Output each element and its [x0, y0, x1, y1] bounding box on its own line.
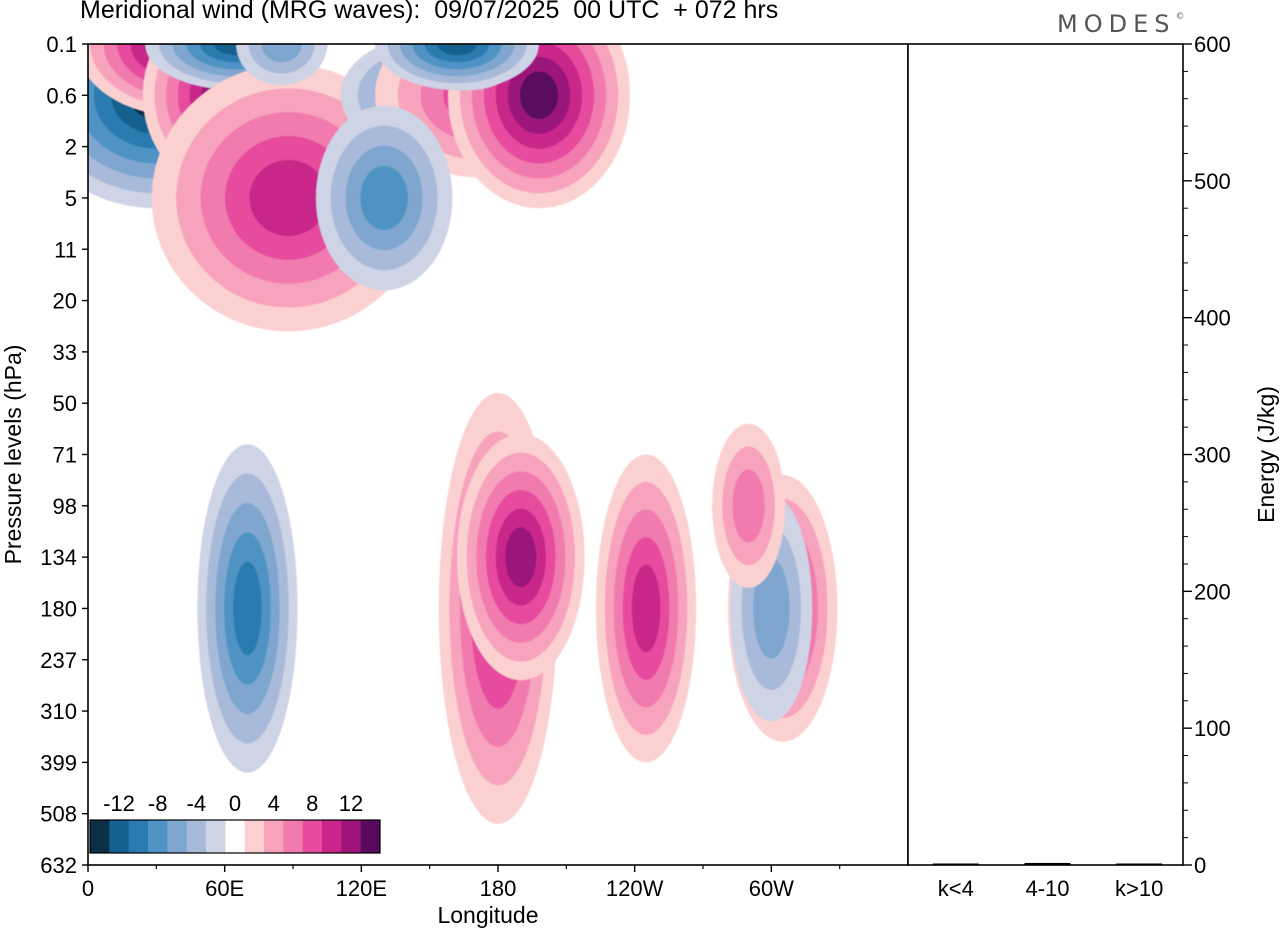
colorbar-swatch [225, 820, 246, 853]
contour-level [233, 561, 262, 656]
colorbar-swatch [206, 820, 226, 853]
wave-feature [315, 105, 453, 291]
colorbar-swatch [283, 820, 304, 853]
x-tick-label: 60W [749, 876, 794, 901]
contour-level [519, 71, 559, 120]
colorbar-label: 0 [229, 791, 241, 816]
y-tick-label: 399 [40, 750, 77, 775]
y-tick-label: 71 [53, 443, 77, 468]
heatmap-axes: 0.1 0.6 2 5 11 20 33 50 71 98 134 180 237 310 399 508 63… [0, 32, 841, 928]
contour-level [631, 564, 661, 653]
colorbar-swatch [148, 820, 168, 853]
wave-feature [712, 423, 785, 588]
colorbar-swatch [244, 820, 265, 853]
wave-feature [236, 44, 328, 86]
bar-plot-border [907, 43, 1184, 866]
colorbar-swatch [302, 820, 323, 853]
y-tick-label: 11 [54, 237, 77, 262]
y-tick-label: 5 [65, 186, 77, 211]
energy-tick-label: 200 [1194, 579, 1231, 604]
x-tick-label: 180 [480, 876, 517, 901]
contour-level [437, 44, 477, 56]
colorbar: -12 -8 -4 0 4 8 12 [89, 791, 381, 854]
energy-category-label: k>10 [1115, 876, 1163, 901]
colorbar-label: 12 [339, 791, 363, 816]
colorbar-swatch [90, 820, 110, 853]
colorbar-label: 4 [268, 791, 280, 816]
brand-mark: © [1175, 12, 1185, 22]
contour-level [360, 165, 408, 231]
contour-level [249, 159, 328, 237]
colorbar-label: -8 [148, 791, 168, 816]
colorbar-swatch [128, 820, 149, 853]
y-tick-label: 134 [40, 545, 77, 570]
y-tick-label: 98 [53, 494, 77, 519]
energy-tick-label: 0 [1194, 853, 1206, 878]
contour-level [732, 469, 765, 543]
colorbar-border [89, 819, 381, 854]
y-tick-label: 632 [40, 853, 77, 878]
energy-tick-label: 100 [1194, 716, 1231, 741]
colorbar-label: -12 [103, 791, 135, 816]
y-tick-label: 33 [53, 340, 77, 365]
energy-bar [1116, 863, 1163, 865]
colorbar-swatch [341, 820, 362, 853]
colorbar-swatch [360, 820, 381, 853]
x-tick-label: 120W [606, 876, 664, 901]
colorbar-label: -4 [187, 791, 207, 816]
wave-feature [375, 44, 539, 91]
y-tick-label: 310 [40, 699, 77, 724]
brand-name: MODES [1057, 10, 1176, 38]
wave-feature [197, 444, 298, 773]
energy-bar [932, 863, 979, 865]
y-tick-label: 180 [40, 596, 77, 621]
colorbar-swatch [109, 820, 130, 853]
energy-panel: 0 100 200 300 400 500 600 Energy (J/kg) k<4 4-10 k… [907, 32, 1279, 901]
energy-category-label: 4-10 [1025, 876, 1069, 901]
colorbar-swatch [186, 820, 207, 853]
y-tick-label: 50 [53, 391, 77, 416]
wave-feature [595, 454, 697, 763]
colorbar-swatch [264, 820, 284, 853]
y-tick-label: 2 [65, 135, 77, 160]
x-axis-label: Longitude [437, 902, 538, 928]
y-axis-label: Pressure levels (hPa) [0, 345, 26, 565]
y-tick-label: 0.1 [46, 32, 77, 57]
energy-tick-label: 600 [1194, 32, 1231, 57]
contour-level [505, 527, 537, 588]
x-tick-label: 0 [82, 876, 94, 901]
y-tick-label: 237 [40, 648, 77, 673]
energy-category-label: k<4 [938, 876, 974, 901]
energy-tick-label: 500 [1194, 169, 1231, 194]
wave-feature [456, 434, 585, 681]
colorbar-label: 8 [306, 791, 318, 816]
contour-level [261, 44, 302, 63]
contour-level [753, 558, 790, 659]
chart-title: Meridional wind (MRG waves): 09/07/2025 … [80, 0, 779, 24]
energy-tick-label: 400 [1194, 306, 1231, 331]
y-tick-label: 20 [53, 289, 77, 314]
y-tick-label: 0.6 [46, 83, 77, 108]
contour-field [88, 44, 838, 824]
colorbar-swatch [322, 820, 342, 853]
brand-logo: MODES© [1057, 10, 1184, 38]
energy-bar [1024, 862, 1071, 865]
x-tick-label: 60E [205, 876, 244, 901]
energy-axis-label: Energy (J/kg) [1253, 386, 1279, 523]
colorbar-swatch [167, 820, 188, 853]
y-tick-label: 508 [40, 802, 77, 827]
energy-tick-label: 300 [1194, 443, 1231, 468]
x-tick-label: 120E [336, 876, 387, 901]
